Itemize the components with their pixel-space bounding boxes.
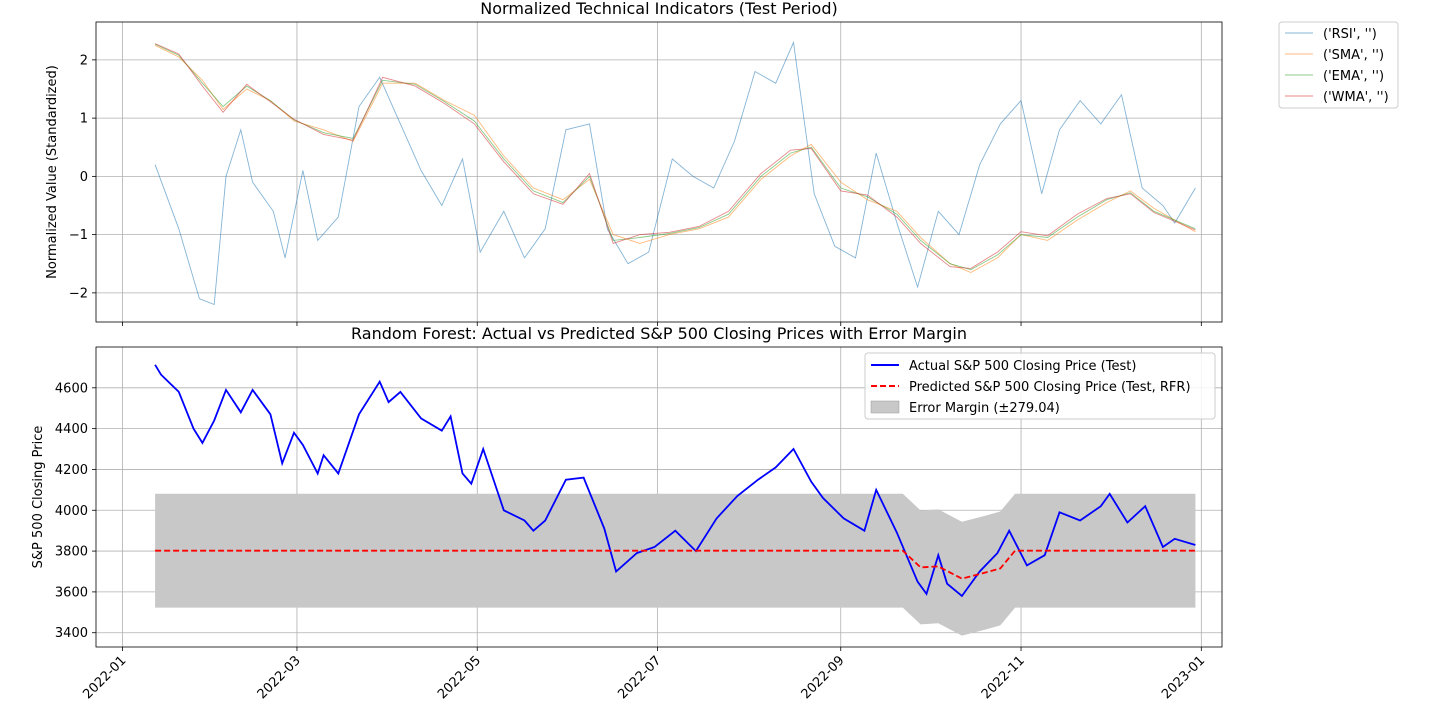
x-tick-label: 2022-01 [80,653,129,702]
y-tick-label: 4000 [55,504,88,519]
grid [96,22,1222,322]
series-lines [154,364,1196,598]
x-axis-ticks [122,322,1202,326]
y-tick-label: 3800 [55,545,88,560]
y-axis-ticks: −2 −1 0 1 2 [69,53,96,301]
actual-price-line [154,364,1196,598]
x-axis-ticks: 2022-01 2022-03 2022-05 2022-07 2022-09 2022-… [80,647,1208,702]
legend: ('RSI', '') ('SMA', '') ('EMA', '') ('WMA',… [1278,21,1399,109]
y-tick-label: 4400 [55,422,88,437]
y-tick-label: 3600 [55,585,88,600]
axes-frame [95,346,1223,648]
y-tick-label: 4200 [55,463,88,478]
series-line-wma [154,43,1196,269]
series-lines [154,40,1196,306]
technical-indicators-panel: −2 −1 0 1 2 Normalized Technical Indicators … [45,0,1223,326]
legend-box [864,352,1216,420]
error-margin-area [155,493,1196,636]
legend-label: Error Margin (±279.04) [909,401,1060,416]
legend-label: ('WMA', '') [1323,90,1389,105]
x-tick-label: 2022-05 [435,653,484,702]
legend-label: ('SMA', '') [1323,48,1384,63]
y-tick-label: 2 [80,53,88,68]
x-tick-label: 2022-07 [615,653,664,702]
series-line-rsi [154,40,1196,306]
y-tick-label: 4600 [55,381,88,396]
y-tick-label: −2 [69,286,88,301]
x-tick-label: 2022-03 [255,653,304,702]
y-tick-label: 3400 [55,626,88,641]
y-axis-ticks: 3400 3600 3800 4000 4200 4400 4600 [55,381,96,641]
axes-frame [95,21,1223,323]
legend-box [1278,21,1399,109]
legend-label: ('EMA', '') [1323,69,1384,84]
chart-title: Random Forest: Actual vs Predicted S&P 5… [351,324,967,343]
y-axis-label: S&P 500 Closing Price [31,426,46,569]
legend-swatch [870,400,900,414]
legend-label: Actual S&P 500 Closing Price (Test) [909,359,1136,374]
y-axis-label: Normalized Value (Standardized) [45,65,60,279]
error-margin-band [155,493,1196,636]
x-tick-label: 2023-01 [1159,653,1208,702]
x-tick-label: 2022-11 [979,653,1028,702]
y-tick-label: −1 [69,228,88,243]
x-tick-label: 2022-09 [799,653,848,702]
legend-label: ('RSI', '') [1323,27,1377,42]
y-tick-label: 0 [80,170,88,185]
chart-title: Normalized Technical Indicators (Test Pe… [480,0,837,18]
legend: Actual S&P 500 Closing Price (Test) Predi… [864,352,1216,420]
plot-area [96,22,1222,322]
legend-label: Predicted S&P 500 Closing Price (Test, R… [909,380,1191,395]
y-tick-label: 1 [80,112,88,127]
